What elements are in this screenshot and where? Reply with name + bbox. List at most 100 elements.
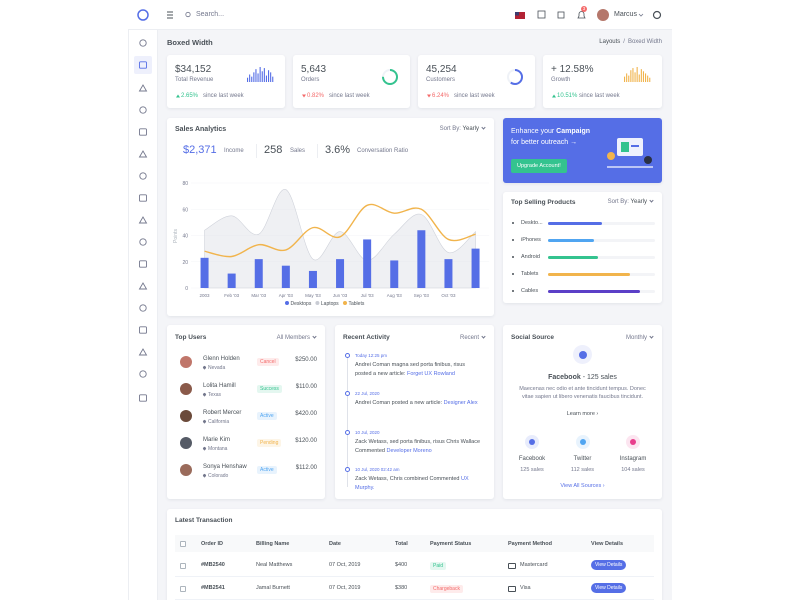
metric-label: Conversation Ratio: [357, 148, 409, 154]
nav-icon[interactable]: [139, 39, 147, 47]
stat-change: 6.24%: [432, 93, 450, 99]
source-icon: [529, 439, 535, 445]
amount: $420.00: [295, 411, 317, 417]
bullet: [512, 239, 514, 241]
sort-dropdown[interactable]: Sort By: Yearly: [608, 198, 654, 205]
legend-label[interactable]: Tablets: [349, 301, 365, 307]
nav-icon[interactable]: [139, 370, 147, 378]
nav-icon[interactable]: [138, 216, 148, 224]
spark-bar: [636, 67, 638, 82]
nav-icon[interactable]: [139, 128, 147, 136]
card-title: Latest Transaction: [175, 517, 233, 524]
nav-icon[interactable]: [139, 394, 147, 402]
search-input[interactable]: Search...: [196, 11, 225, 18]
menu-toggle[interactable]: [167, 11, 173, 19]
user-name[interactable]: Marcus: [614, 11, 637, 18]
view-details-button[interactable]: View Details: [591, 560, 627, 570]
table-header-bg: [175, 535, 654, 552]
bar: [363, 239, 372, 288]
settings-icon[interactable]: [652, 10, 662, 20]
nav-icon[interactable]: [139, 106, 147, 114]
nav-icon[interactable]: [138, 84, 148, 92]
avatar[interactable]: [597, 9, 609, 21]
graphic: [607, 138, 653, 168]
spark-bar: [253, 72, 255, 82]
illustration: [631, 145, 639, 147]
status-badge: Chargeback: [430, 585, 463, 593]
stat-value: + 12.58%: [551, 64, 594, 75]
apps-icon[interactable]: [537, 10, 546, 19]
amount: $112.00: [295, 465, 317, 471]
notification-icon[interactable]: [577, 11, 586, 19]
stat-value: $34,152: [175, 64, 212, 75]
sidebar: [128, 0, 158, 600]
activity-link[interactable]: UX Murphy.: [355, 476, 469, 491]
spark-bar: [645, 73, 647, 82]
y-tick-label: 0: [185, 286, 188, 292]
activity-link[interactable]: Designer Alex: [443, 400, 478, 406]
column-header: Total: [395, 541, 408, 547]
row-checkbox[interactable]: [180, 562, 186, 569]
nav-icon[interactable]: [139, 172, 147, 180]
nav-icon[interactable]: [138, 348, 148, 356]
source-sales: 104 sales: [621, 467, 645, 473]
trend-arrow: [427, 94, 431, 98]
filter-dropdown[interactable]: Monthly: [626, 334, 654, 341]
learn-more[interactable]: Learn more ›: [566, 411, 599, 417]
logo[interactable]: [137, 9, 149, 21]
activity-link[interactable]: Developer Moreno: [386, 447, 432, 454]
bullet: [512, 273, 514, 275]
nav-icon[interactable]: [139, 304, 147, 312]
nav-icon[interactable]: [139, 238, 147, 246]
spark-bar: [247, 77, 249, 82]
legend-marker[interactable]: [315, 301, 320, 305]
filter-dropdown[interactable]: Recent: [460, 334, 486, 341]
metric-label: Sales: [290, 148, 306, 154]
view-all[interactable]: View All Sources ›: [560, 483, 605, 489]
nav-icon[interactable]: [139, 194, 147, 202]
payment-method: Visa: [520, 585, 531, 591]
legend-marker[interactable]: [343, 301, 347, 305]
timeline-dot: [344, 430, 350, 435]
sort-dropdown[interactable]: Sort By: Yearly: [440, 125, 486, 132]
nav-icon[interactable]: [139, 61, 147, 69]
row-checkbox[interactable]: [180, 585, 186, 592]
status-badge: Paid: [430, 562, 447, 570]
flag[interactable]: [515, 12, 525, 19]
header-checkbox[interactable]: [180, 540, 186, 547]
bullet: [512, 290, 514, 292]
fullscreen-icon[interactable]: [557, 11, 565, 19]
stat-value: 45,254: [426, 64, 457, 75]
stat-value: 5,643: [301, 64, 327, 75]
promo-text: Enhance your: [511, 128, 557, 135]
nav-icon[interactable]: [139, 326, 147, 334]
location-pin: [202, 392, 207, 397]
breadcrumb-item[interactable]: Layouts: [599, 39, 621, 45]
source-name: Instagram: [619, 456, 647, 462]
nav-icon[interactable]: [138, 282, 148, 290]
stat-label: Customers: [426, 77, 456, 83]
legend-label[interactable]: Desktops: [291, 301, 312, 307]
activity-link[interactable]: Forget UX Rowland: [406, 370, 455, 377]
spark-bar: [261, 71, 263, 82]
user-name: Lolita Hamill: [203, 383, 236, 389]
spark-bar: [272, 76, 274, 82]
filter-dropdown[interactable]: All Members: [277, 334, 317, 341]
nav-icon[interactable]: [139, 260, 147, 268]
nav-icon[interactable]: [138, 150, 148, 158]
avatar: [180, 464, 192, 476]
timeline-line: [346, 357, 348, 487]
user-name: Sonya Henshaw: [203, 464, 247, 470]
x-tick-label: May '03: [305, 293, 321, 298]
featured-name: Facebook: [548, 374, 581, 381]
ring-progress: [507, 69, 523, 85]
legend-marker[interactable]: [285, 301, 289, 305]
bar: [308, 270, 317, 288]
view-details-button[interactable]: View Details: [591, 583, 627, 593]
legend-label[interactable]: Laptops: [321, 301, 339, 307]
y-tick-label: 20: [182, 260, 188, 266]
column-header: Payment Method: [508, 541, 553, 547]
bullet: [512, 222, 514, 224]
upgrade-button[interactable]: Upgrade Account!: [511, 159, 567, 173]
spark-bar: [647, 75, 649, 82]
